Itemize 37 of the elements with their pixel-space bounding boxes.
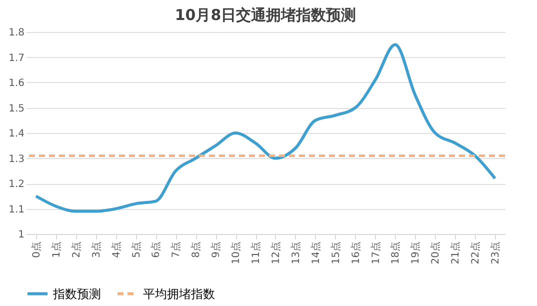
x-tick-label: 3点 (90, 242, 102, 258)
x-tick-label: 11点 (250, 242, 262, 264)
x-tick-label: 23点 (490, 242, 502, 264)
x-tick-label: 22点 (470, 242, 482, 264)
x-tick-label: 12点 (270, 242, 282, 264)
x-tick-label: 17点 (370, 242, 382, 264)
x-tick-label: 20点 (430, 242, 442, 264)
x-tick-label: 4点 (110, 242, 122, 258)
x-tick-label: 19点 (410, 242, 422, 264)
legend-label: 平均拥堵指数 (143, 286, 215, 301)
x-tick-label: 2点 (70, 242, 82, 258)
x-tick-label: 10点 (230, 242, 242, 264)
x-tick-label: 1点 (50, 242, 62, 258)
x-tick-label: 14点 (310, 242, 322, 264)
x-tick-label: 21点 (450, 242, 462, 264)
chart-title: 10月8日交通拥堵指数预测 (174, 6, 356, 24)
x-tick-label: 0点 (30, 242, 42, 258)
x-tick-label: 7点 (170, 242, 182, 258)
y-tick-label: 1.4 (8, 128, 24, 140)
y-tick-label: 1 (18, 230, 24, 240)
x-tick-label: 16点 (350, 242, 362, 264)
y-tick-label: 1.7 (8, 52, 24, 64)
x-tick-label: 15点 (330, 242, 342, 264)
x-tick-label: 6点 (150, 242, 162, 258)
y-tick-label: 1.8 (8, 28, 24, 38)
y-tick-label: 1.1 (8, 204, 24, 216)
y-tick-label: 1.2 (8, 179, 24, 190)
y-tick-label: 1.6 (8, 78, 24, 89)
y-tick-label: 1.5 (8, 103, 24, 114)
y-tick-label: 1.3 (8, 154, 24, 165)
x-tick-label: 18点 (390, 242, 402, 264)
x-tick-label: 9点 (210, 242, 222, 258)
line-series (34, 43, 497, 213)
x-tick-label: 8点 (190, 242, 202, 258)
x-tick-label: 13点 (290, 242, 302, 264)
legend-label: 指数预测 (52, 286, 101, 301)
x-tick-label: 5点 (130, 242, 142, 258)
